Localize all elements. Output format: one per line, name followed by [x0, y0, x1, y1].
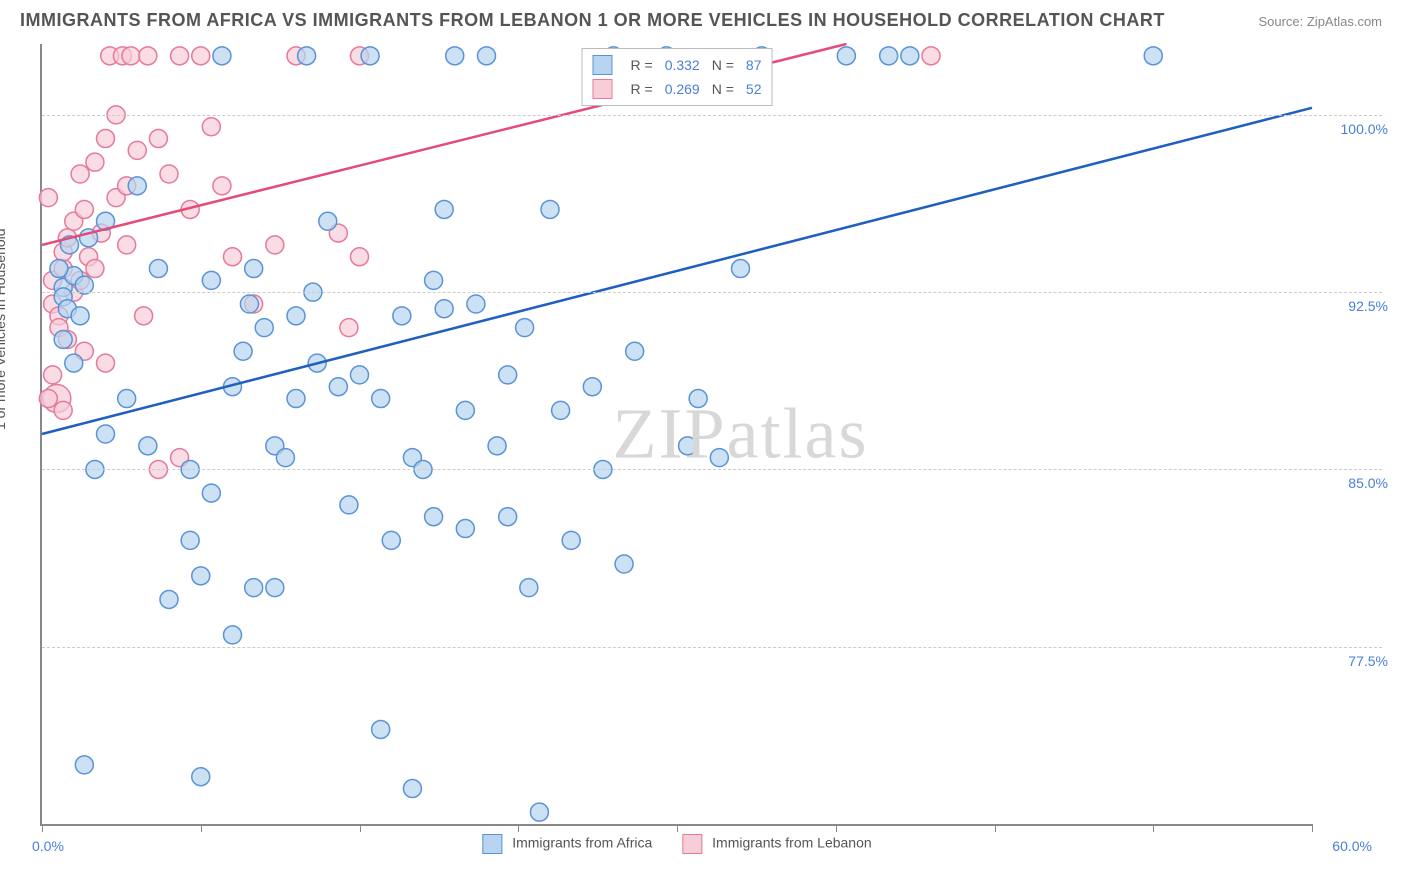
legend-swatch-lebanon-bottom: [682, 834, 702, 854]
legend-item-lebanon: Immigrants from Lebanon: [682, 834, 871, 854]
y-tick-label: 92.5%: [1328, 298, 1388, 314]
r-label-1: R =: [631, 81, 653, 97]
x-tick: [201, 824, 202, 832]
legend-label-africa: Immigrants from Africa: [512, 835, 652, 851]
y-tick-label: 85.0%: [1328, 475, 1388, 491]
grid-line: [42, 647, 1382, 648]
y-tick-label: 77.5%: [1328, 653, 1388, 669]
n-value-1: 52: [746, 81, 762, 97]
x-axis-min-label: 0.0%: [32, 838, 64, 854]
x-tick: [836, 824, 837, 832]
y-axis-label: 1 or more Vehicles in Household: [0, 228, 8, 430]
r-label-0: R =: [631, 57, 653, 73]
scatter-svg: [42, 44, 1312, 824]
r-value-0: 0.332: [665, 57, 700, 73]
x-tick: [360, 824, 361, 832]
x-tick: [1312, 824, 1313, 832]
n-label-0: N =: [712, 57, 734, 73]
series-legend: Immigrants from Africa Immigrants from L…: [482, 834, 871, 854]
legend-item-africa: Immigrants from Africa: [482, 834, 652, 854]
r-value-1: 0.269: [665, 81, 700, 97]
x-axis-max-label: 60.0%: [1332, 838, 1372, 854]
y-tick-label: 100.0%: [1328, 121, 1388, 137]
n-value-0: 87: [746, 57, 762, 73]
source-label: Source: ZipAtlas.com: [1258, 14, 1382, 29]
legend-swatch-lebanon: [593, 79, 613, 99]
x-tick: [518, 824, 519, 832]
x-tick: [677, 824, 678, 832]
grid-line: [42, 292, 1382, 293]
n-label-1: N =: [712, 81, 734, 97]
legend-label-lebanon: Immigrants from Lebanon: [712, 835, 872, 851]
x-tick: [1153, 824, 1154, 832]
grid-line: [42, 115, 1382, 116]
x-tick: [42, 824, 43, 832]
correlation-legend: R = 0.332 N = 87 R = 0.269 N = 52: [582, 48, 773, 106]
grid-line: [42, 469, 1382, 470]
chart-plot-area: ZIPatlas R = 0.332 N = 87 R = 0.269 N = …: [40, 44, 1312, 826]
x-tick: [995, 824, 996, 832]
chart-title: IMMIGRANTS FROM AFRICA VS IMMIGRANTS FRO…: [20, 10, 1165, 31]
legend-swatch-africa-bottom: [482, 834, 502, 854]
legend-swatch-africa: [593, 55, 613, 75]
